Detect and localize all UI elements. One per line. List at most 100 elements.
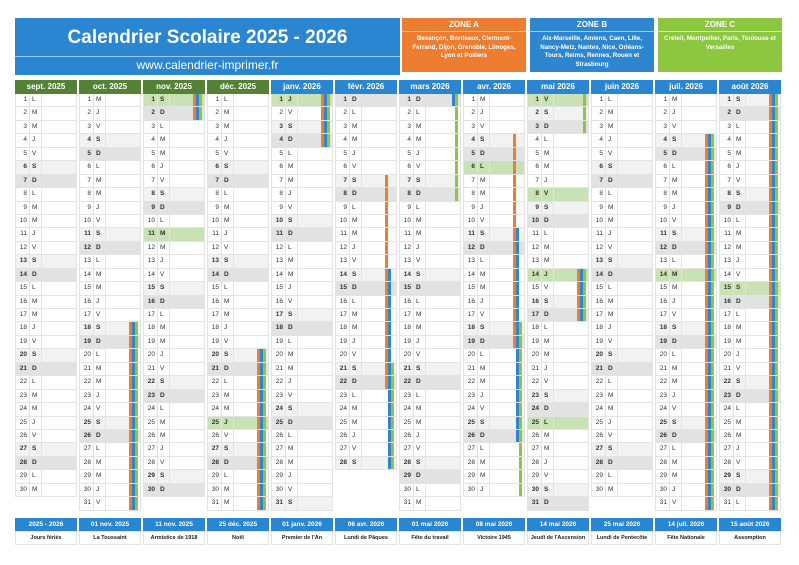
day-row[interactable]: 23 S [527, 389, 589, 404]
day-row[interactable]: 27 L [655, 443, 717, 457]
day-row[interactable]: 15 L [15, 282, 77, 296]
day-row[interactable]: 29 S [143, 470, 205, 484]
day-row[interactable]: 19 D [79, 335, 141, 350]
day-row[interactable]: 19 V [15, 335, 77, 350]
day-row[interactable]: 19 J [399, 335, 461, 350]
day-row[interactable]: 23 L [399, 389, 461, 404]
day-row[interactable]: 22 J [271, 376, 333, 390]
day-row[interactable]: 30 V [271, 483, 333, 498]
day-row[interactable]: 28 V [143, 456, 205, 471]
day-row[interactable]: 18 J [15, 322, 77, 336]
day-row[interactable]: 14 M [463, 268, 525, 283]
day-row[interactable]: 18 M [719, 322, 781, 336]
day-row[interactable]: 16 L [335, 295, 397, 309]
day-row[interactable]: 16 V [271, 295, 333, 309]
day-row[interactable]: 22 S [143, 376, 205, 390]
day-row[interactable]: 18 J [207, 322, 269, 336]
day-row[interactable]: 25 D [271, 416, 333, 430]
day-row[interactable]: 31 V [655, 497, 717, 511]
day-row[interactable]: 11 L [527, 228, 589, 242]
day-row[interactable]: 17 D [527, 309, 589, 323]
day-row[interactable]: 19 M [143, 335, 205, 350]
day-row[interactable]: 21 S [335, 362, 397, 377]
day-row[interactable]: 13 L [655, 255, 717, 269]
day-row[interactable]: 19 J [335, 335, 397, 350]
day-row[interactable]: 30 S [527, 483, 589, 498]
day-row[interactable]: 19 V [591, 335, 653, 350]
day-row[interactable]: 17 M [335, 309, 397, 323]
day-row[interactable]: 27 S [591, 443, 653, 457]
day-row[interactable]: 22 L [15, 376, 77, 390]
day-row[interactable]: 29 S [719, 470, 781, 484]
day-row[interactable]: 20 V [399, 349, 461, 363]
day-row[interactable]: 29 M [79, 470, 141, 484]
day-row[interactable]: 28 M [463, 456, 525, 471]
day-row[interactable]: 29 J [271, 470, 333, 484]
day-row[interactable]: 19 D [463, 335, 525, 350]
day-row[interactable]: 20 S [207, 349, 269, 363]
day-row[interactable]: 21 M [463, 362, 525, 377]
day-row[interactable]: 23 M [591, 389, 653, 404]
day-row[interactable]: 13 J [719, 255, 781, 269]
day-row[interactable]: 26 J [399, 429, 461, 444]
day-row[interactable]: 11 D [271, 228, 333, 242]
day-row[interactable]: 16 S [527, 295, 589, 309]
day-row[interactable]: 10 D [527, 214, 589, 229]
day-row[interactable]: 10 M [207, 214, 269, 229]
day-row[interactable]: 12 L [271, 241, 333, 256]
day-row[interactable]: 22 D [335, 376, 397, 390]
day-row[interactable]: 24 V [79, 403, 141, 417]
day-row[interactable]: 11 S [655, 228, 717, 242]
day-row[interactable]: 30 J [463, 483, 525, 498]
day-row[interactable]: 15 L [207, 282, 269, 296]
day-row[interactable]: 14 D [207, 268, 269, 283]
day-row[interactable]: 26 M [527, 429, 589, 444]
day-row[interactable]: 22 M [79, 376, 141, 390]
day-row[interactable]: 31 D [527, 497, 589, 511]
day-row[interactable]: 26 V [15, 429, 77, 444]
day-row[interactable]: 20 L [463, 349, 525, 363]
day-row[interactable]: 19 L [271, 335, 333, 350]
day-row[interactable]: 21 D [15, 362, 77, 377]
day-row[interactable]: 14 S [335, 268, 397, 283]
day-row[interactable]: 31 M [399, 497, 461, 511]
day-row[interactable]: 14 M [655, 268, 717, 283]
day-row[interactable]: 28 D [15, 456, 77, 471]
day-row[interactable]: 21 S [399, 362, 461, 377]
day-row[interactable]: 29 L [591, 470, 653, 484]
day-row[interactable]: 19 V [207, 335, 269, 350]
day-row[interactable]: 15 M [655, 282, 717, 296]
day-row[interactable]: 22 L [591, 376, 653, 390]
